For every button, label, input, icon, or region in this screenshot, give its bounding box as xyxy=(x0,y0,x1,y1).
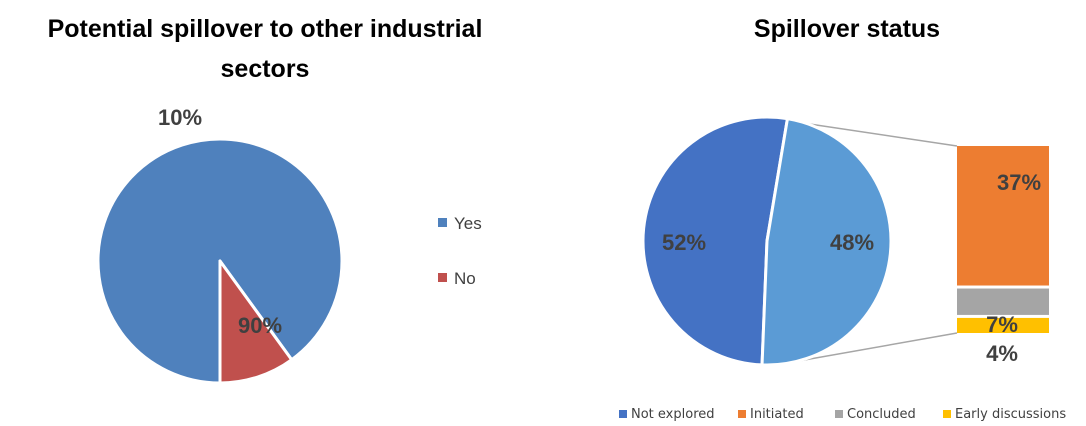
chart1-title-line1: Potential spillover to other industrial xyxy=(48,15,483,43)
legend-label-initiated: Initiated xyxy=(750,407,804,422)
legend-label-yes: Yes xyxy=(454,214,482,233)
legend-swatch-yes xyxy=(438,218,447,227)
bar-segment-concluded xyxy=(957,288,1049,315)
chart1-data-label-no: 10% xyxy=(158,105,202,130)
chart-potential-spillover: Potential spillover to other industrial … xyxy=(48,15,483,385)
chart2-data-label-not-explored: 52% xyxy=(662,230,706,255)
pie-slice-no xyxy=(218,259,294,385)
legend-label-concluded: Concluded xyxy=(847,407,916,422)
legend-label-early-discussions: Early discussions xyxy=(955,407,1066,422)
chart2-data-label-concluded: 7% xyxy=(986,312,1018,337)
chart2-legend: Not explored Initiated Concluded Early d… xyxy=(619,407,1066,422)
bar-segment-initiated xyxy=(957,146,1049,286)
bar-segment-early-discussions xyxy=(957,317,1049,333)
pie-slice-other xyxy=(760,117,893,367)
chart2-pie xyxy=(641,115,893,367)
legend-swatch-initiated xyxy=(738,410,746,418)
legend-swatch-concluded xyxy=(835,410,843,418)
legend-swatch-not-explored xyxy=(619,410,627,418)
chart1-title-line2: sectors xyxy=(221,55,310,83)
chart-spillover-status: Spillover status 52% 48% 37% 7% 4% Not e… xyxy=(619,15,1066,422)
chart2-secondary-bar xyxy=(957,146,1049,333)
chart2-data-label-initiated: 37% xyxy=(997,170,1041,195)
legend-label-no: No xyxy=(454,269,476,288)
pie-slice-not-explored xyxy=(641,115,789,367)
legend-swatch-early-discussions xyxy=(943,410,951,418)
chart2-data-label-early-discussions: 4% xyxy=(986,341,1018,366)
chart2-title: Spillover status xyxy=(754,15,940,43)
chart1-pie xyxy=(96,137,344,385)
chart1-data-label-yes: 90% xyxy=(238,313,282,338)
legend-label-not-explored: Not explored xyxy=(631,407,715,422)
chart1-legend: Yes No xyxy=(438,214,482,288)
legend-swatch-no xyxy=(438,273,447,282)
chart2-data-label-other: 48% xyxy=(830,230,874,255)
